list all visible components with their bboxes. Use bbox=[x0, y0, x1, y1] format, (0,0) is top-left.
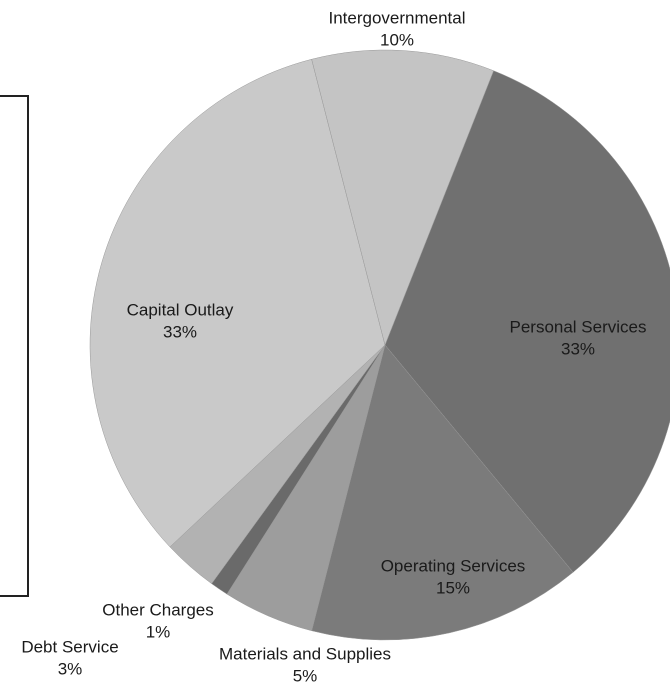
slice-value: 33% bbox=[163, 322, 197, 341]
slice-label: Personal Services bbox=[509, 317, 646, 336]
slice-value: 1% bbox=[146, 622, 171, 641]
slice-value: 10% bbox=[380, 30, 414, 49]
slice-value: 5% bbox=[293, 666, 318, 685]
pie-slice bbox=[311, 49, 494, 346]
pie-slice bbox=[384, 70, 670, 573]
slice-label: Materials and Supplies bbox=[219, 644, 391, 663]
slice-label: Intergovernmental bbox=[328, 8, 465, 27]
pie-slice bbox=[89, 58, 386, 548]
side-box bbox=[0, 95, 29, 597]
slice-value: 15% bbox=[436, 578, 470, 597]
slice-label: Capital Outlay bbox=[127, 300, 234, 319]
pie-slice bbox=[311, 344, 574, 641]
slice-label: Other Charges bbox=[102, 600, 214, 619]
pie bbox=[89, 49, 670, 641]
slice-value: 33% bbox=[561, 339, 595, 358]
slice-label: Debt Service bbox=[21, 637, 118, 656]
slice-value: 3% bbox=[58, 659, 83, 678]
slice-label: Operating Services bbox=[381, 556, 526, 575]
